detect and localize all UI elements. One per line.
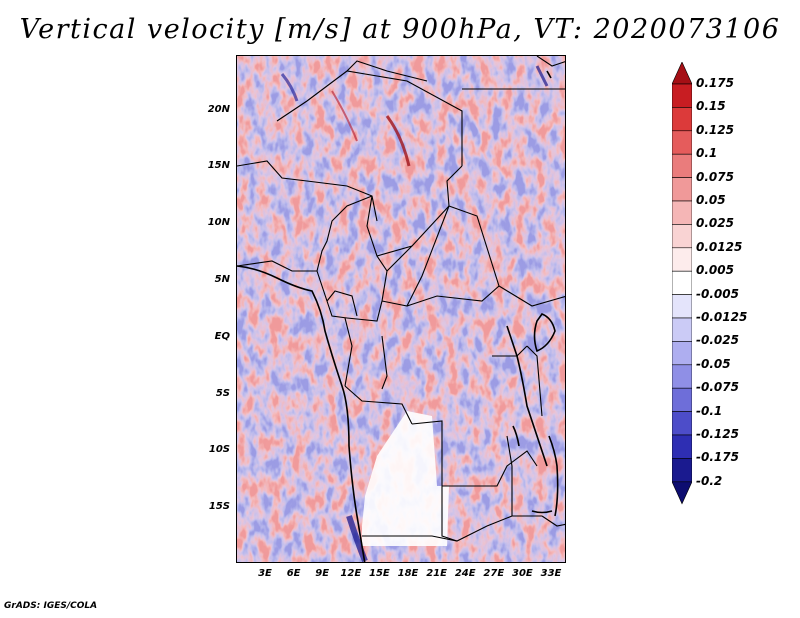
colorbar-label: 0.005: [696, 263, 734, 278]
colorbar-label: -0.125: [696, 427, 739, 441]
colorbar-label: 0.05: [696, 193, 726, 207]
downdraft-band: [280, 73, 299, 102]
colorbar-label: -0.2: [696, 473, 723, 488]
strong-updraft-band: [385, 115, 411, 167]
colorbar-segment: [672, 200, 692, 225]
lon-label: 3E: [258, 568, 272, 579]
lon-label: 15E: [369, 568, 390, 579]
lon-label: 33E: [540, 568, 562, 579]
lat-label: 15N: [207, 160, 230, 171]
lon-label: 21E: [426, 568, 447, 579]
chart-title: Vertical velocity [m/s] at 900hPa, VT: 2…: [19, 14, 781, 45]
colorbar-label: 0.15: [696, 99, 726, 114]
colorbar-label: -0.0125: [696, 310, 748, 324]
colorbar-segment: [672, 294, 692, 319]
colorbar: [672, 62, 692, 505]
colorbar-segment: [672, 177, 692, 202]
colorbar-segment: [672, 62, 692, 85]
grads-credit: GrADS: IGES/COLA: [4, 601, 98, 611]
lon-label: 12E: [340, 568, 362, 579]
lon-label: 30E: [512, 568, 533, 579]
colorbar-label: -0.025: [696, 333, 739, 348]
colorbar-label: 0.0125: [696, 239, 743, 254]
lon-label: 27E: [483, 568, 505, 579]
lon-label: 24E: [454, 568, 476, 579]
colorbar-segment: [672, 153, 692, 178]
lon-label: 6E: [286, 568, 301, 579]
colorbar-label: 0.175: [696, 76, 734, 90]
colorbar-segment: [672, 434, 692, 459]
lat-label: 15S: [208, 501, 230, 512]
vertical-velocity-map: [236, 55, 566, 563]
lon-label: 9E: [315, 568, 330, 579]
lat-label: EQ: [214, 331, 230, 342]
coastline: [237, 70, 559, 562]
colorbar-segment: [672, 270, 692, 295]
map-canvas: [237, 56, 565, 562]
colorbar-segment: [672, 341, 692, 366]
lat-label: 5N: [214, 274, 230, 285]
colorbar-segment: [672, 83, 692, 108]
colorbar-segment: [672, 364, 692, 389]
colorbar-segment: [672, 130, 692, 155]
colorbar-segment: [672, 317, 692, 342]
lat-label: 10S: [208, 444, 230, 455]
lat-label: 20N: [207, 104, 230, 115]
colorbar-label: -0.05: [696, 356, 731, 371]
colorbar-segment: [672, 107, 692, 132]
country-borders: [237, 56, 565, 542]
colorbar-segment: [672, 387, 692, 412]
lat-label: 10N: [207, 217, 230, 228]
colorbar-label: 0.025: [696, 216, 734, 231]
updraft-band: [331, 90, 358, 142]
colorbar-label: -0.005: [696, 286, 739, 301]
colorbar-label: -0.1: [696, 403, 723, 418]
colorbar-segment: [672, 411, 692, 436]
lat-label: 5S: [215, 388, 230, 399]
colorbar-segment: [672, 224, 692, 249]
downdraft-band-ne: [535, 65, 549, 87]
colorbar-segment: [672, 458, 692, 483]
colorbar-label: 0.075: [696, 169, 734, 184]
calm-region: [362, 411, 449, 546]
colorbar-segment: [672, 247, 692, 272]
lon-label: 18E: [397, 568, 419, 579]
colorbar-segment: [672, 481, 692, 505]
colorbar-label: -0.175: [696, 450, 739, 465]
colorbar-label: 0.1: [696, 146, 718, 161]
colorbar-label: 0.125: [696, 122, 734, 137]
colorbar-label: -0.075: [696, 380, 739, 395]
